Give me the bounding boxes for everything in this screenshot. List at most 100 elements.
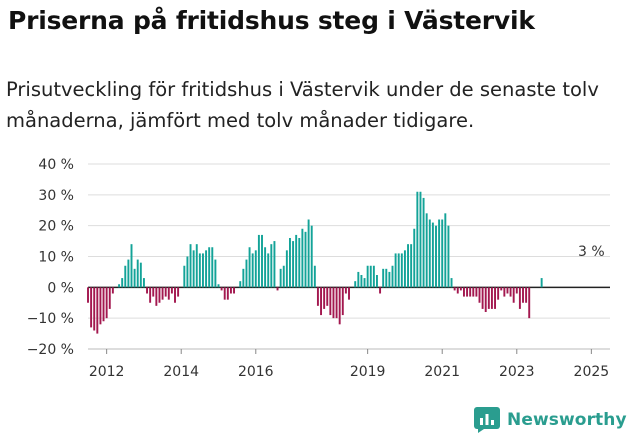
y-tick-label: 20 % xyxy=(38,219,74,235)
bar xyxy=(96,287,99,334)
bar xyxy=(497,287,500,300)
bar xyxy=(87,287,89,303)
bar xyxy=(93,287,96,331)
bar xyxy=(372,265,375,288)
newsworthy-logo[interactable]: Newsworthy xyxy=(474,405,627,435)
bar xyxy=(500,287,503,291)
bar xyxy=(369,265,372,288)
bar xyxy=(108,287,111,309)
bar xyxy=(161,287,164,300)
bar xyxy=(211,247,214,288)
bar xyxy=(407,244,409,288)
bar xyxy=(528,287,531,319)
bar xyxy=(341,287,344,316)
bar xyxy=(307,219,310,288)
bar xyxy=(435,225,437,288)
bar xyxy=(133,268,136,288)
bar xyxy=(186,256,189,288)
bar xyxy=(444,213,447,288)
bar xyxy=(447,225,450,288)
bar xyxy=(267,253,270,288)
bar xyxy=(366,265,369,288)
bar xyxy=(276,287,279,291)
bar xyxy=(422,197,425,288)
x-tick-label: 2025 xyxy=(574,364,610,380)
bar xyxy=(438,219,441,288)
bar xyxy=(130,244,133,288)
x-tick-label: 2014 xyxy=(163,364,199,380)
bar xyxy=(509,287,512,297)
bar xyxy=(310,225,313,288)
bar xyxy=(205,250,208,288)
x-axis: 2012 2014 2016 2019 2021 2023 2025 xyxy=(88,348,610,380)
bar xyxy=(338,287,341,325)
bar xyxy=(251,253,254,288)
y-tick-label: −20 % xyxy=(27,342,74,358)
bar xyxy=(326,287,329,306)
bar xyxy=(522,287,524,303)
bar xyxy=(273,241,276,288)
bar xyxy=(494,287,496,309)
bar xyxy=(487,287,490,309)
bar xyxy=(105,287,108,319)
bar xyxy=(478,287,481,303)
bar xyxy=(459,287,462,291)
bar xyxy=(453,287,456,291)
y-axis: −20 % −10 % 0 % 10 % 20 % 30 % 40 % xyxy=(27,157,74,358)
bar xyxy=(391,265,394,288)
x-tick-label: 2019 xyxy=(350,364,386,380)
annotation-label: 3 % xyxy=(578,244,605,260)
bar xyxy=(363,278,366,288)
bar xyxy=(152,287,155,297)
bar xyxy=(503,287,506,297)
bar xyxy=(282,265,285,288)
bar xyxy=(202,253,204,288)
bar xyxy=(506,287,509,294)
bar xyxy=(463,287,465,297)
bar xyxy=(332,287,335,319)
bar xyxy=(214,259,217,288)
bar xyxy=(217,284,220,288)
bar xyxy=(304,231,307,288)
bar xyxy=(357,271,360,288)
bar xyxy=(102,287,105,322)
bar xyxy=(512,287,515,303)
bar xyxy=(354,281,357,288)
bar xyxy=(472,287,475,297)
bar xyxy=(490,287,493,309)
bar xyxy=(90,287,93,328)
bar xyxy=(348,287,350,300)
newsworthy-logo-icon xyxy=(474,407,500,433)
bar xyxy=(146,287,148,294)
bar xyxy=(441,219,444,288)
bar xyxy=(428,219,431,288)
bar xyxy=(394,253,397,288)
bar xyxy=(292,241,295,288)
bar xyxy=(484,287,487,312)
bar xyxy=(198,253,201,288)
bar xyxy=(431,222,434,288)
bar xyxy=(450,278,453,288)
chart-subtitle: Prisutveckling för fritidshus i Västervi… xyxy=(6,78,599,132)
bars xyxy=(87,191,543,334)
bar xyxy=(149,287,152,303)
x-tick-label: 2023 xyxy=(499,364,535,380)
brand-name: Newsworthy xyxy=(507,410,627,430)
bar xyxy=(248,247,251,288)
bar xyxy=(382,268,385,288)
bar xyxy=(233,287,235,294)
gridlines xyxy=(88,163,610,350)
bar xyxy=(167,287,170,300)
bar xyxy=(189,244,192,288)
bar xyxy=(320,287,322,316)
bar xyxy=(124,265,127,288)
bar xyxy=(295,234,298,288)
bar xyxy=(323,287,326,309)
bar xyxy=(229,287,232,294)
bar xyxy=(456,287,459,294)
bar xyxy=(245,259,248,288)
bar xyxy=(111,287,114,294)
y-tick-label: 40 % xyxy=(38,157,74,173)
bar xyxy=(177,287,180,297)
bar xyxy=(425,213,428,288)
